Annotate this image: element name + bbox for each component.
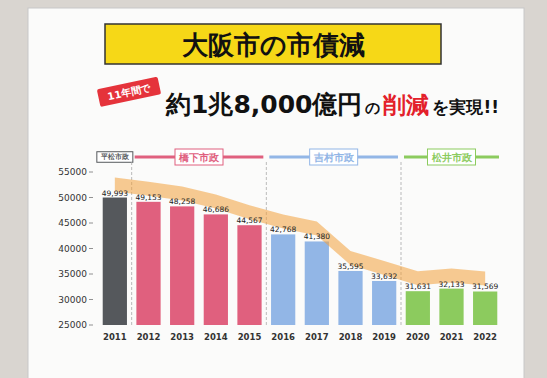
era-label-box bbox=[428, 149, 476, 165]
bar bbox=[338, 271, 362, 325]
y-tick-label: 30000 bbox=[58, 295, 87, 305]
data-label: 42,768 bbox=[270, 225, 296, 234]
data-label: 35,595 bbox=[337, 262, 363, 271]
x-tick-label: 2022 bbox=[473, 332, 497, 342]
data-label: 31,631 bbox=[405, 282, 431, 291]
data-label: 31,569 bbox=[472, 282, 498, 291]
data-label: 32,133 bbox=[438, 280, 464, 289]
era-divider bbox=[266, 162, 267, 325]
bar bbox=[439, 289, 463, 325]
title-banner bbox=[105, 24, 441, 64]
subtitle-part: 11年間で bbox=[106, 82, 152, 102]
x-tick-label: 2013 bbox=[170, 332, 194, 342]
y-tick bbox=[89, 248, 93, 249]
bar bbox=[473, 291, 497, 325]
x-tick-label: 2012 bbox=[137, 332, 161, 342]
y-tick-label: 25000 bbox=[58, 320, 87, 330]
era-label-box bbox=[310, 149, 358, 165]
y-tick bbox=[89, 299, 93, 300]
x-tick-label: 2017 bbox=[305, 332, 329, 342]
subtitle-part: 約1兆8,000億円 bbox=[165, 90, 362, 119]
subtitle-part: を実現!! bbox=[432, 97, 499, 117]
y-tick bbox=[89, 172, 93, 173]
data-label: 49,153 bbox=[135, 193, 161, 202]
bar bbox=[103, 198, 127, 325]
subtitle-part: の bbox=[365, 99, 380, 117]
chart-wrapper: 大阪市の市債減 11年間で約1兆8,000億円の削減を実現!! 25000 30000… bbox=[0, 0, 547, 378]
trend-band bbox=[115, 178, 485, 286]
poster bbox=[28, 8, 524, 378]
y-tick bbox=[89, 325, 93, 326]
era-label: 松井市政 bbox=[431, 152, 473, 163]
era-label-box bbox=[97, 152, 133, 163]
era-label: 平松市政 bbox=[100, 152, 130, 161]
data-label: 44,567 bbox=[236, 216, 262, 225]
data-label: 46,686 bbox=[203, 205, 229, 214]
x-tick-label: 2016 bbox=[271, 332, 295, 342]
y-tick bbox=[89, 197, 93, 198]
x-tick-label: 2011 bbox=[103, 332, 127, 342]
y-tick-label: 35000 bbox=[58, 269, 87, 279]
data-label: 41,380 bbox=[304, 232, 330, 241]
era-label: 橋下市政 bbox=[178, 152, 220, 163]
y-tick bbox=[89, 274, 93, 275]
x-tick-label: 2018 bbox=[339, 332, 363, 342]
bar bbox=[204, 214, 228, 325]
x-tick-label: 2021 bbox=[440, 332, 464, 342]
bar bbox=[305, 241, 329, 325]
bar bbox=[170, 206, 194, 325]
subtitle-tag-bg bbox=[97, 77, 161, 107]
chart: 大阪市の市債減 11年間で約1兆8,000億円の削減を実現!! 25000 30000… bbox=[0, 0, 547, 378]
y-tick-label: 40000 bbox=[58, 244, 87, 254]
bar bbox=[237, 225, 261, 325]
data-label: 49,993 bbox=[102, 189, 128, 198]
era-label-box bbox=[175, 149, 223, 165]
era-label: 吉村市政 bbox=[313, 152, 355, 163]
y-tick-label: 50000 bbox=[58, 193, 87, 203]
x-tick-label: 2019 bbox=[372, 332, 396, 342]
data-label: 33,632 bbox=[371, 272, 397, 281]
x-tick-label: 2014 bbox=[204, 332, 228, 342]
bar bbox=[372, 281, 396, 325]
bar bbox=[406, 291, 430, 325]
title: 大阪市の市債減 bbox=[182, 30, 365, 60]
y-tick bbox=[89, 223, 93, 224]
y-tick-label: 45000 bbox=[58, 218, 87, 228]
x-tick-label: 2015 bbox=[238, 332, 262, 342]
bars bbox=[103, 198, 498, 325]
subtitle-tag: 11年間で bbox=[97, 77, 161, 107]
era-divider bbox=[401, 162, 402, 325]
bar bbox=[271, 234, 295, 325]
x-tick-label: 2020 bbox=[406, 332, 430, 342]
data-label: 48,258 bbox=[169, 197, 195, 206]
subtitle-part: 削減 bbox=[382, 92, 429, 118]
bar bbox=[136, 202, 160, 325]
y-tick-label: 55000 bbox=[58, 167, 87, 177]
